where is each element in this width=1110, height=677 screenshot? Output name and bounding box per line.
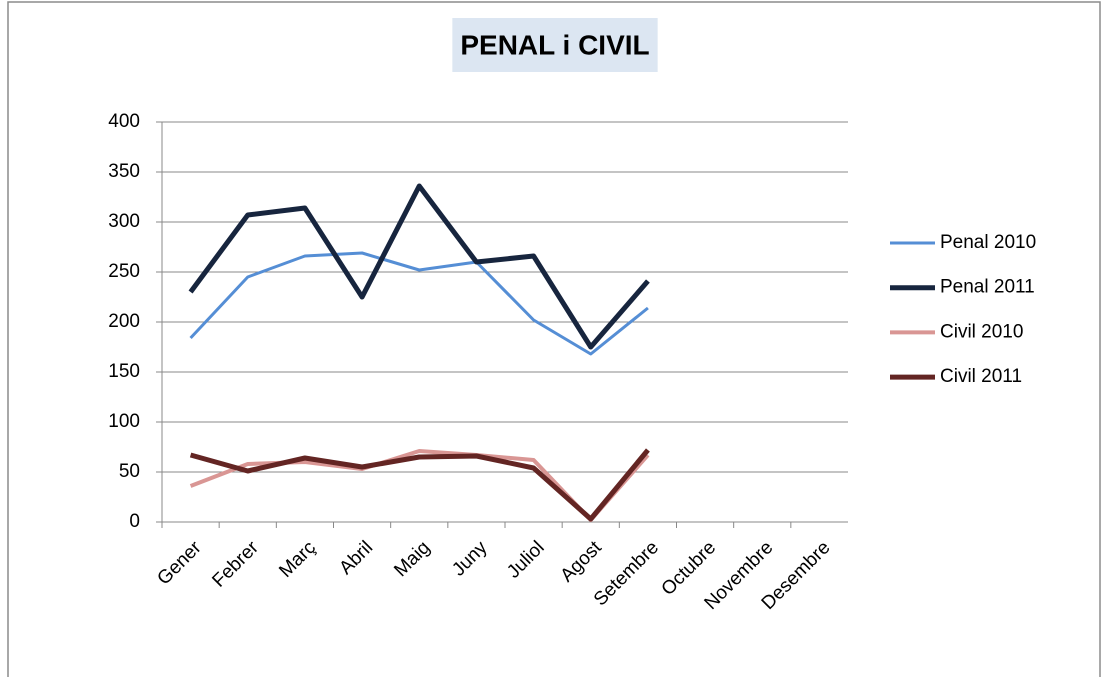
y-tick-label: 0 [129,511,140,532]
y-tick-label: 200 [108,311,140,332]
series-line [189,448,650,522]
chart-title: PENAL i CIVIL [460,29,649,60]
y-tick-label: 50 [119,461,140,482]
y-tick-label: 150 [108,361,140,382]
title-box [452,18,658,72]
y-tick-label: 100 [108,411,140,432]
series-line [188,183,650,350]
grid [162,121,848,523]
legend-label: Civil 2010 [940,321,1023,342]
y-tick-label: 350 [108,161,140,182]
y-tick-label: 250 [108,261,140,282]
legend-label: Penal 2010 [940,232,1036,253]
y-tick-label: 400 [108,111,140,132]
y-tick-label: 300 [108,211,140,232]
legend-label: Penal 2011 [940,277,1035,298]
chart-frame [7,1,1101,677]
series-line [189,251,649,356]
legend-label: Civil 2011 [940,366,1022,387]
